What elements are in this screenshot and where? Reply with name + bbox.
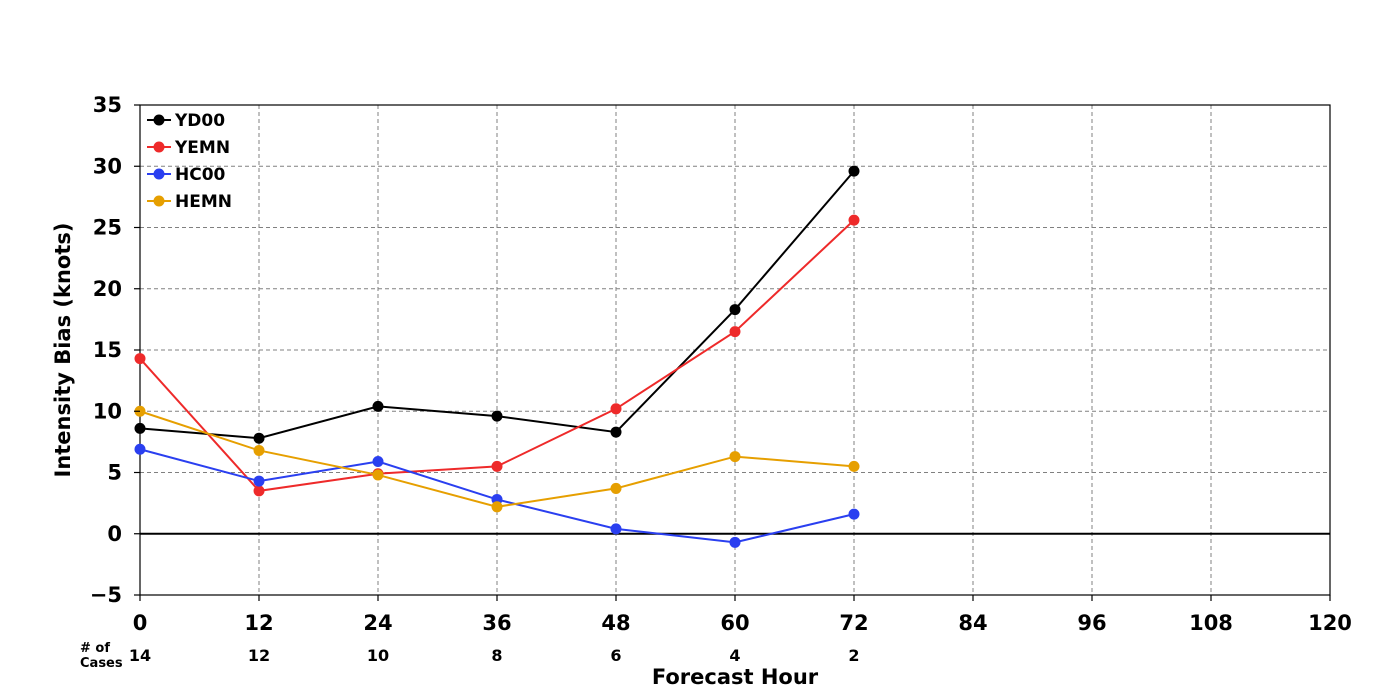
data-point-hemn (610, 482, 622, 494)
cases-row-label: # of (80, 641, 110, 656)
data-point-hc00 (372, 455, 384, 467)
y-axis-ticks: −5 0 5 10 15 20 25 30 35 (90, 93, 140, 607)
data-point-yemn (610, 403, 622, 415)
data-point-hemn (253, 444, 265, 456)
data-point-yd00 (491, 410, 503, 422)
data-point-hemn (729, 451, 741, 463)
x-tick-label: 108 (1189, 611, 1233, 635)
grid (139, 104, 1331, 596)
data-point-yemn (253, 485, 265, 497)
x-tick-label: 24 (363, 611, 392, 635)
case-count: 2 (848, 646, 859, 665)
x-axis-title: Forecast Hour (652, 665, 819, 689)
legend-item-yemn: YEMN (147, 138, 230, 158)
x-tick-label: 120 (1308, 611, 1352, 635)
case-count: 10 (367, 646, 389, 665)
legend-label: HC00 (175, 165, 226, 185)
data-point-yd00 (253, 432, 265, 444)
y-axis-title: Intensity Bias (knots) (51, 223, 75, 478)
series-layer (134, 165, 860, 548)
series-hemn (134, 405, 860, 513)
data-point-hc00 (610, 523, 622, 535)
data-point-yemn (491, 460, 503, 472)
x-tick-label: 0 (133, 611, 148, 635)
data-point-yd00 (134, 422, 146, 434)
data-point-hc00 (848, 508, 860, 520)
legend-marker (153, 168, 165, 180)
series-yemn (134, 214, 860, 497)
legend: YD00 YEMN HC00 HEMN (147, 111, 232, 212)
x-tick-label: 84 (958, 611, 987, 635)
x-axis-ticks: 0 12 24 36 48 60 72 84 96 108 120 (133, 595, 1352, 635)
x-tick-label: 12 (244, 611, 273, 635)
data-point-yd00 (372, 400, 384, 412)
data-point-hemn (372, 469, 384, 481)
case-count: 12 (248, 646, 270, 665)
data-point-yd00 (848, 165, 860, 177)
y-tick-label: 5 (107, 461, 122, 485)
data-point-hemn (491, 501, 503, 513)
case-count: 8 (491, 646, 502, 665)
legend-item-hc00: HC00 (147, 165, 226, 185)
data-point-yd00 (610, 426, 622, 438)
legend-label: HEMN (175, 192, 232, 212)
data-point-hc00 (134, 443, 146, 455)
y-tick-label: 10 (93, 399, 122, 423)
y-tick-label: 25 (93, 216, 122, 240)
x-tick-label: 48 (601, 611, 630, 635)
legend-label: YD00 (174, 111, 225, 131)
data-point-hemn (848, 460, 860, 472)
x-tick-label: 36 (482, 611, 511, 635)
legend-marker (153, 195, 165, 207)
legend-marker (153, 141, 165, 153)
y-tick-label: 15 (93, 338, 122, 362)
data-point-yemn (848, 214, 860, 226)
legend-item-yd00: YD00 (147, 111, 225, 131)
legend-item-hemn: HEMN (147, 192, 232, 212)
y-tick-label: −5 (90, 583, 122, 607)
y-tick-label: 20 (93, 277, 122, 301)
data-point-yemn (134, 353, 146, 365)
data-point-yd00 (729, 304, 741, 316)
data-point-yemn (729, 326, 741, 338)
cases-row-label: Cases (80, 656, 123, 671)
x-tick-label: 72 (839, 611, 868, 635)
y-tick-label: 35 (93, 93, 122, 117)
y-tick-label: 30 (93, 154, 122, 178)
legend-label: YEMN (174, 138, 230, 158)
case-count: 14 (129, 646, 151, 665)
data-point-hc00 (253, 475, 265, 487)
y-tick-label: 0 (107, 522, 122, 546)
series-yd00 (134, 165, 860, 444)
x-tick-label: 96 (1077, 611, 1106, 635)
data-point-hc00 (729, 536, 741, 548)
x-tick-label: 60 (720, 611, 749, 635)
case-count: 6 (610, 646, 621, 665)
legend-marker (153, 114, 165, 126)
case-count: 4 (729, 646, 740, 665)
